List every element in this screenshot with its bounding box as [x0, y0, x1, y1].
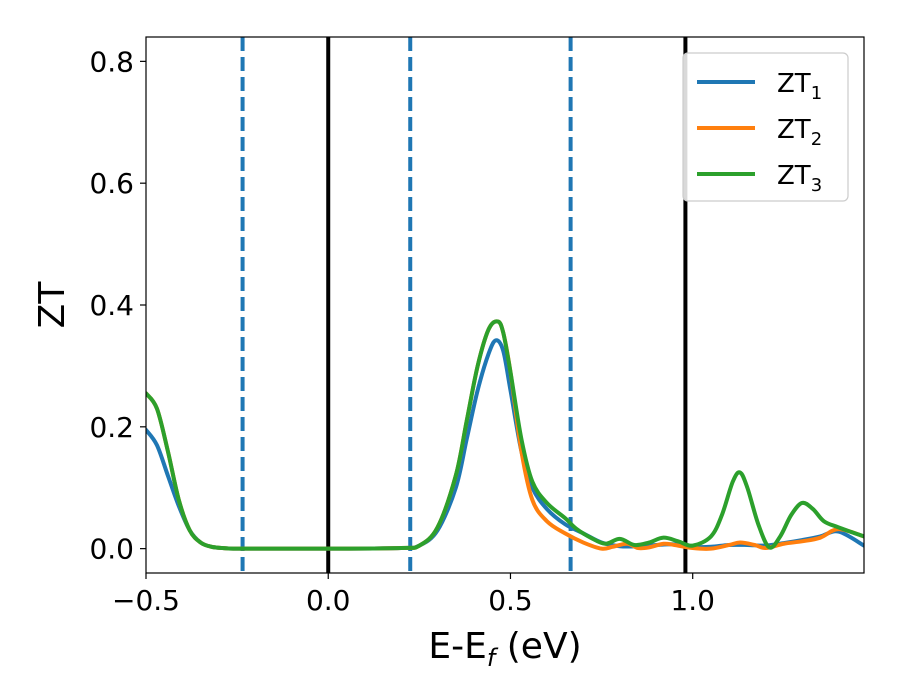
x-axis-ticks: −0.5 0.0 0.5 1.0: [112, 573, 715, 617]
legend-box: [682, 52, 849, 202]
legend: ZT1 ZT2 ZT3: [682, 52, 849, 202]
legend-label-1: ZT1: [777, 69, 822, 104]
y-tick-label-0: 0.0: [89, 533, 134, 566]
y-tick-label-2: 0.4: [89, 289, 134, 322]
x-axis-title-main: E-E: [428, 626, 486, 667]
x-axis-title-unit: (eV): [495, 626, 581, 667]
y-axis-title: ZT: [32, 281, 73, 329]
reference-lines: [240, 37, 688, 573]
y-tick-label-4: 0.8: [89, 45, 134, 78]
series-line-zt3: [146, 319, 864, 551]
x-tick-label-3: 1.0: [670, 584, 715, 617]
y-tick-label-3: 0.6: [89, 167, 134, 200]
x-tick-label-0: −0.5: [112, 584, 180, 617]
x-tick-label-1: 0.0: [306, 584, 351, 617]
legend-label-2: ZT2: [777, 115, 822, 150]
y-tick-label-1: 0.2: [89, 411, 134, 444]
y-axis-ticks: 0.0 0.2 0.4 0.6 0.8: [89, 45, 146, 566]
legend-label-3: ZT3: [777, 161, 822, 196]
x-axis-title: E-Ef (eV): [428, 626, 581, 672]
series-group: [146, 319, 864, 551]
x-tick-label-2: 0.5: [488, 584, 533, 617]
